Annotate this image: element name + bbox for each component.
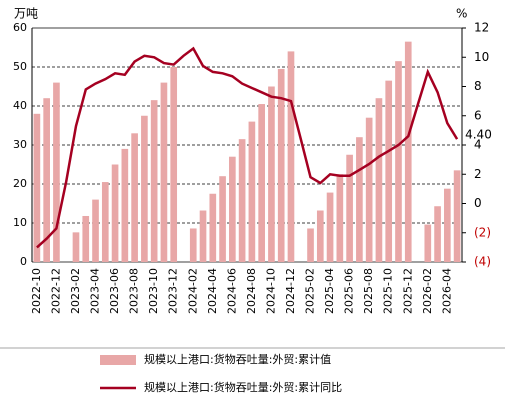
bar: [43, 98, 50, 262]
bar: [385, 80, 393, 263]
x-tick-label: 2023-10: [147, 268, 160, 314]
x-tick-label: 2023-08: [128, 268, 141, 314]
bar: [453, 170, 461, 262]
bar: [336, 174, 344, 262]
x-tick-label: 2022-12: [49, 268, 62, 314]
x-tick-label: 2025-06: [343, 268, 356, 314]
line: [36, 46, 459, 249]
bar: [199, 210, 207, 262]
y2-tick-label: 10: [474, 50, 489, 64]
bar: [72, 232, 80, 262]
bar: [219, 176, 226, 262]
bar: [238, 139, 246, 262]
bar: [82, 215, 90, 262]
bar: [444, 188, 451, 262]
y2-tick-label: (2): [474, 225, 491, 239]
x-tick-label: 2024-06: [225, 268, 238, 314]
bar: [150, 100, 158, 263]
bar: [277, 68, 285, 262]
y2-tick-label: 8: [474, 79, 482, 93]
bar: [434, 206, 441, 262]
y-tick-label: 40: [13, 99, 27, 112]
x-tick-label: 2022-10: [30, 268, 43, 314]
bar: [424, 224, 432, 262]
bar: [287, 51, 295, 263]
legend-swatch: [100, 355, 136, 365]
bar: [365, 117, 373, 262]
bar: [53, 82, 60, 262]
y-tick-label: 10: [13, 216, 27, 229]
bar: [307, 228, 314, 262]
bar: [229, 156, 236, 262]
y-tick-label: 20: [13, 177, 27, 190]
y2-tick-label: (4): [474, 255, 491, 269]
x-tick-label: 2025-12: [401, 268, 414, 314]
bar: [268, 86, 275, 262]
x-tick-label: 2025-04: [323, 268, 336, 314]
bar: [92, 199, 99, 262]
value-label: 4.40: [465, 128, 492, 142]
x-tick-label: 2024-02: [186, 268, 199, 314]
bar: [111, 164, 119, 262]
x-tick-label: 2026-04: [440, 268, 453, 314]
x-tick-label: 2025-02: [304, 268, 317, 314]
y2-tick-label: 2: [474, 167, 482, 181]
bar: [326, 192, 334, 262]
bar: [346, 154, 353, 262]
bar: [248, 121, 256, 262]
x-tick-label: 2024-10: [264, 268, 277, 314]
bar: [395, 61, 402, 263]
x-tick-label: 2024-04: [206, 268, 219, 314]
bar: [121, 148, 129, 262]
bar: [316, 210, 324, 262]
bar: [33, 113, 41, 262]
x-tick-label: 2023-12: [167, 268, 180, 314]
x-tick-label: 2023-02: [69, 268, 82, 314]
y2-tick-label: 6: [474, 108, 482, 122]
y-tick-label: 0: [20, 255, 27, 268]
y2-unit: %: [456, 7, 467, 21]
x-tick-label: 2025-08: [362, 268, 375, 314]
legend-label: 规模以上港口:货物吞吐量:外贸:累计同比: [144, 380, 342, 394]
x-tick-label: 2023-06: [108, 268, 121, 314]
x-tick-label: 2025-10: [382, 268, 395, 314]
bar: [101, 182, 109, 262]
bar: [131, 133, 138, 262]
x-tick-label: 2023-04: [89, 268, 102, 314]
legend-label: 规模以上港口:货物吞吐量:外贸:累计值: [144, 352, 331, 366]
y-tick-label: 30: [13, 138, 27, 151]
x-tick-label: 2024-12: [284, 268, 297, 314]
bar: [160, 82, 168, 262]
y-tick-label: 60: [13, 21, 27, 34]
bar: [375, 98, 383, 262]
bar: [404, 41, 412, 263]
bar: [209, 193, 217, 262]
y2-tick-label: 12: [474, 21, 489, 35]
y2-tick-label: 0: [474, 196, 482, 210]
y2-tick-label: 4: [474, 138, 482, 152]
bar: [141, 115, 148, 262]
bar: [258, 104, 265, 262]
bar: [189, 228, 197, 262]
bar: [356, 137, 363, 262]
y-unit: 万吨: [14, 7, 38, 21]
y-tick-label: 50: [13, 60, 27, 73]
bar: [170, 67, 178, 262]
x-tick-label: 2024-08: [245, 268, 258, 314]
x-tick-label: 2026-02: [421, 268, 434, 314]
